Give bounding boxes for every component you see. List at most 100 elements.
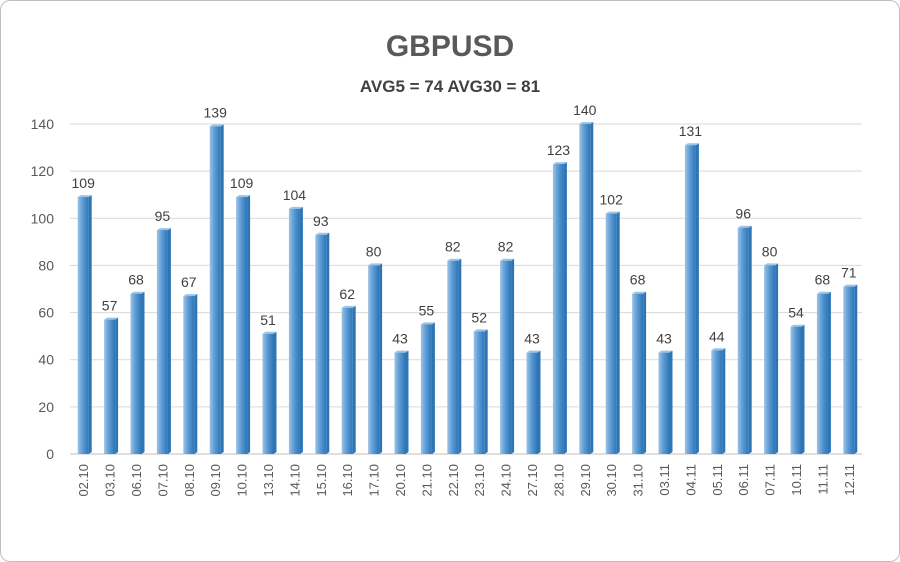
bar-side <box>299 206 303 454</box>
data-label: 71 <box>841 265 857 281</box>
bar-top <box>605 211 620 214</box>
data-labels: 109 57 68 95 67 139 109 51 104 93 62 80 43 55 82 52 82 43… <box>72 102 857 347</box>
data-label: 54 <box>788 305 804 321</box>
bar <box>209 126 221 454</box>
x-tick-label: 07.10 <box>155 464 170 497</box>
bar-top <box>737 225 752 228</box>
bar-side <box>748 225 752 454</box>
x-tick-label: 09.10 <box>208 464 223 497</box>
x-tick-label: 23.10 <box>472 464 487 497</box>
data-label: 68 <box>630 272 646 288</box>
x-tick-label: 22.10 <box>446 464 461 497</box>
data-label: 109 <box>72 175 96 191</box>
x-tick-label: 30.10 <box>604 464 619 497</box>
bar <box>447 260 459 454</box>
bar-top <box>473 329 488 332</box>
bar <box>658 352 670 454</box>
data-label: 52 <box>471 309 487 325</box>
y-tick-label: 40 <box>38 352 54 368</box>
y-tick-label: 140 <box>31 116 55 132</box>
data-label: 104 <box>283 187 307 203</box>
bar-top <box>156 228 171 231</box>
bar-side <box>669 350 673 454</box>
bar-top <box>394 350 409 353</box>
bar-top <box>684 143 699 146</box>
bar <box>632 293 644 454</box>
data-label: 131 <box>679 123 703 139</box>
x-tick-label: 14.10 <box>287 464 302 497</box>
x-tick-label: 03.11 <box>657 464 672 496</box>
bar-side <box>326 232 330 454</box>
bar-side <box>220 124 224 454</box>
bar-side <box>722 348 726 454</box>
x-tick-label: 10.11 <box>789 464 804 496</box>
bar <box>711 350 723 454</box>
bar <box>473 331 485 454</box>
bar-side <box>194 294 198 454</box>
bar-side <box>167 228 171 454</box>
bar <box>526 352 538 454</box>
data-label: 139 <box>204 104 228 120</box>
bar <box>552 164 564 455</box>
bar <box>315 234 327 454</box>
chart-subtitle: AVG5 = 74 AVG30 = 81 <box>359 77 541 96</box>
data-label: 68 <box>815 272 831 288</box>
bar-top <box>632 291 647 294</box>
x-tick-label: 17.10 <box>367 464 382 497</box>
x-tick-label: 20.10 <box>393 464 408 497</box>
y-tick-label: 120 <box>31 163 55 179</box>
bar-top <box>420 322 435 325</box>
bar-side <box>563 162 567 455</box>
data-label: 44 <box>709 328 725 344</box>
bar-top <box>315 232 330 235</box>
x-tick-label: 28.10 <box>551 464 566 497</box>
bar-top <box>658 350 673 353</box>
bar-side <box>273 331 277 454</box>
x-tick-label: 06.11 <box>736 464 751 496</box>
y-tick-label: 100 <box>31 210 55 226</box>
data-label: 80 <box>366 243 382 259</box>
data-label: 82 <box>445 239 461 255</box>
data-label: 68 <box>128 272 144 288</box>
bar <box>341 307 353 454</box>
bar-side <box>115 317 119 454</box>
data-label: 96 <box>735 206 751 222</box>
bar-side <box>352 305 356 454</box>
bar-top <box>579 122 594 124</box>
bar <box>764 265 776 454</box>
x-tick-label: 10.10 <box>235 464 250 497</box>
bar-side <box>537 350 541 454</box>
x-tick-label: 13.10 <box>261 464 276 497</box>
x-tick-label: 16.10 <box>340 464 355 497</box>
bar-top <box>209 124 224 127</box>
y-tick-label: 80 <box>38 257 54 273</box>
data-label: 43 <box>524 331 540 347</box>
bar-side <box>775 263 779 454</box>
bar <box>605 213 617 454</box>
bar-top <box>183 294 198 297</box>
bar-top <box>447 258 462 261</box>
bar <box>77 197 89 455</box>
bar-top <box>500 258 515 261</box>
bar <box>104 319 116 454</box>
bar-side <box>827 291 831 454</box>
bar-top <box>711 348 726 351</box>
x-tick-label: 24.10 <box>499 464 514 497</box>
data-label: 95 <box>155 208 171 224</box>
y-tick-label: 20 <box>38 399 54 415</box>
bar-side <box>854 284 858 454</box>
data-label: 55 <box>419 302 435 318</box>
bar <box>500 260 512 454</box>
bar <box>368 265 380 454</box>
bar <box>790 326 802 454</box>
bar-side <box>141 291 145 454</box>
chart-title: GBPUSD <box>385 30 515 63</box>
bar-side <box>247 195 251 455</box>
x-tick-label: 08.10 <box>182 464 197 497</box>
bar-top <box>236 195 251 198</box>
data-label: 80 <box>762 243 778 259</box>
x-tick-label: 21.10 <box>419 464 434 497</box>
bar-top <box>368 263 383 266</box>
data-label: 102 <box>600 192 624 208</box>
